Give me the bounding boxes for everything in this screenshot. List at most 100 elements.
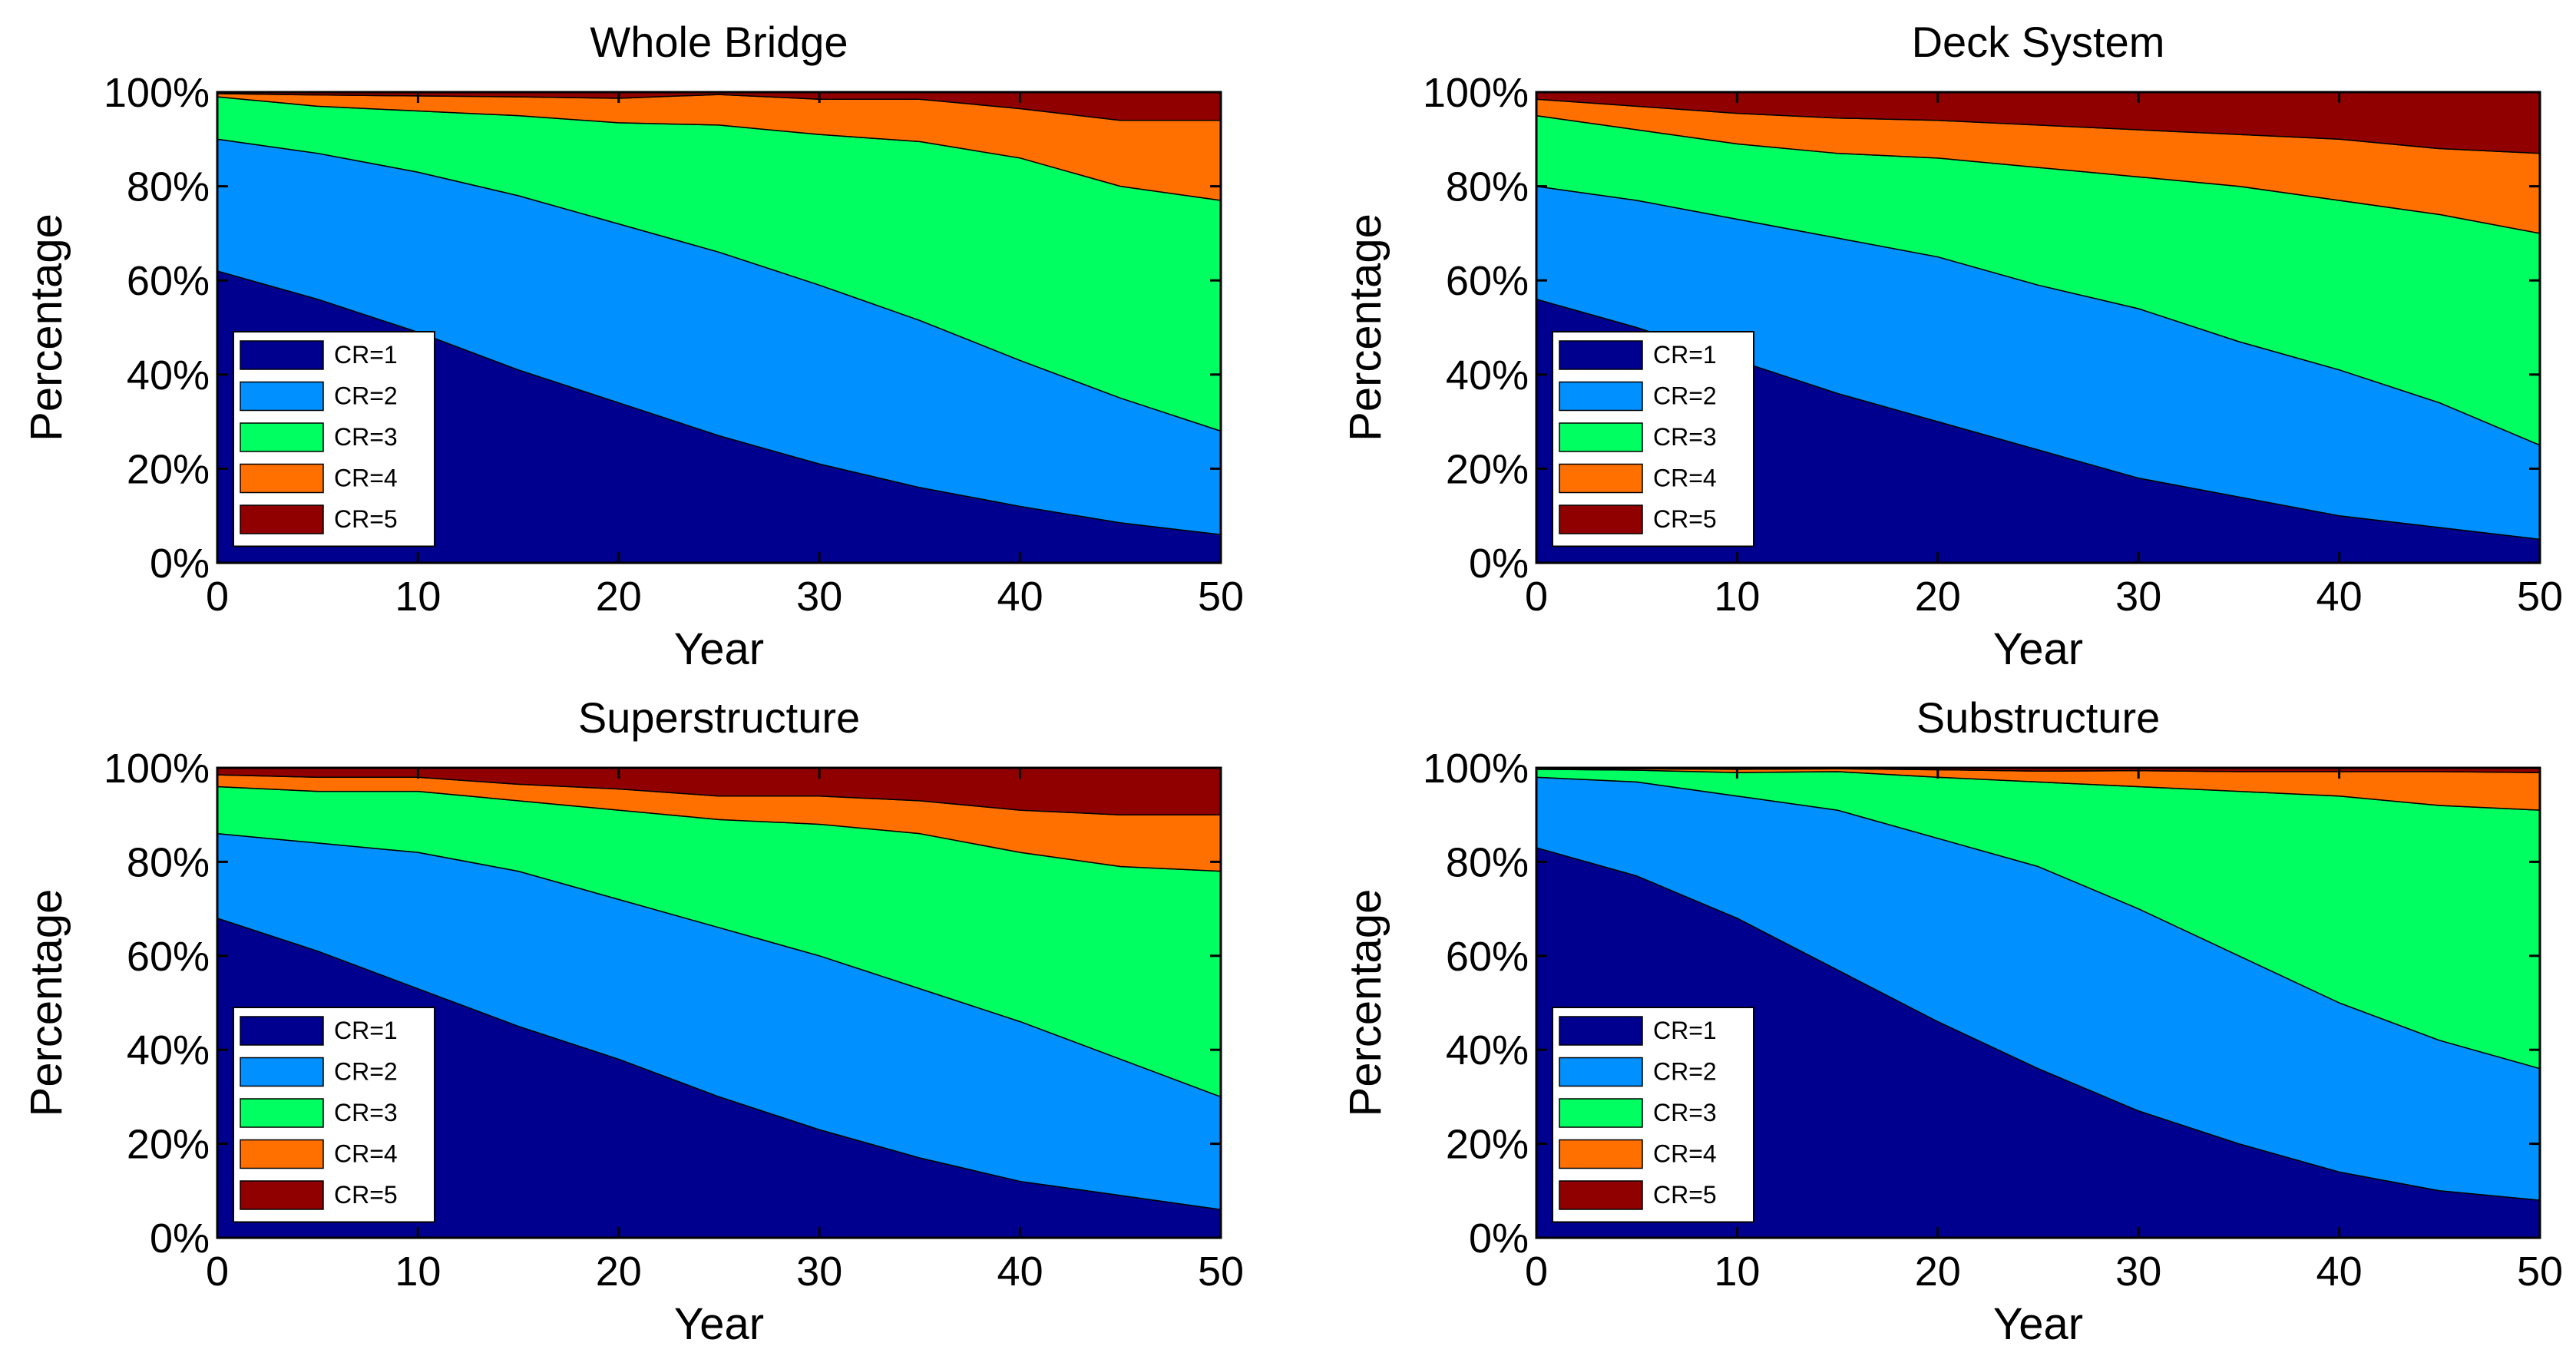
x-tick-label: 20 <box>1915 574 1961 620</box>
y-tick-label: 60% <box>1446 934 1529 980</box>
y-tick-label: 80% <box>127 839 210 885</box>
legend-swatch-cr1 <box>240 340 324 370</box>
x-tick-label: 0 <box>206 1249 229 1295</box>
x-axis-label: Year <box>674 624 764 674</box>
legend-label: CR=5 <box>334 1181 398 1209</box>
x-tick-label: 40 <box>997 1249 1043 1295</box>
y-axis-label: Percentage <box>21 213 71 442</box>
y-tick-label: 0% <box>150 541 210 587</box>
chart-panel: 0 10 20 30 40 50 0% 20% 40% 60% 80% 100% Deck System… <box>1341 18 2563 674</box>
legend-label: CR=4 <box>334 465 398 492</box>
x-tick-label: 30 <box>796 574 842 620</box>
legend-swatch-cr4 <box>1559 1139 1643 1169</box>
legend-label: CR=5 <box>1653 1181 1717 1209</box>
legend-swatch-cr2 <box>1559 381 1643 412</box>
legend-swatch-cr2 <box>240 381 324 412</box>
y-tick-label: 60% <box>127 258 210 304</box>
chart-title: Whole Bridge <box>590 18 848 66</box>
x-tick-label: 10 <box>1714 574 1760 620</box>
plot-frame <box>1535 91 2541 564</box>
x-tick-label: 40 <box>2316 1249 2363 1295</box>
x-tick-label: 0 <box>1525 574 1548 620</box>
x-tick-label: 0 <box>206 574 229 620</box>
x-tick-label: 10 <box>395 1249 441 1295</box>
x-tick-label: 40 <box>2316 574 2363 620</box>
y-tick-label: 20% <box>127 1122 210 1168</box>
legend-swatch-cr4 <box>240 1139 324 1169</box>
y-tick-label: 100% <box>1423 70 1529 116</box>
legend-swatch-cr3 <box>240 1098 324 1128</box>
legend-swatch-cr3 <box>1559 422 1643 452</box>
y-tick-label: 100% <box>104 746 210 792</box>
legend: CR=1 CR=2 CR=3 CR=4 CR=5 <box>1552 1007 1754 1223</box>
y-tick-label: 20% <box>127 446 210 492</box>
chart-title: Substructure <box>1916 693 2161 742</box>
x-tick-label: 10 <box>1714 1249 1760 1295</box>
y-tick-label: 0% <box>150 1216 210 1262</box>
x-tick-label: 50 <box>1198 574 1244 620</box>
x-tick-label: 50 <box>2517 1249 2563 1295</box>
legend-label: CR=4 <box>1653 465 1717 492</box>
x-tick-label: 30 <box>796 1249 842 1295</box>
x-axis-label: Year <box>1993 1299 2083 1349</box>
legend-label: CR=1 <box>334 341 398 369</box>
legend-swatch-cr1 <box>240 1016 324 1046</box>
legend-label: CR=5 <box>334 505 398 533</box>
x-tick-label: 20 <box>1915 1249 1961 1295</box>
x-tick-label: 10 <box>395 574 441 620</box>
legend-swatch-cr5 <box>1559 504 1643 534</box>
legend-swatch-cr2 <box>240 1057 324 1087</box>
legend-label: CR=3 <box>1653 423 1717 451</box>
legend-label: CR=1 <box>1653 341 1717 369</box>
chart-title: Deck System <box>1912 18 2165 66</box>
y-tick-label: 40% <box>127 1027 210 1073</box>
legend: CR=1 CR=2 CR=3 CR=4 CR=5 <box>233 1007 435 1223</box>
legend-label: CR=5 <box>1653 505 1717 533</box>
x-tick-label: 40 <box>997 574 1043 620</box>
legend-label: CR=2 <box>334 1058 398 1086</box>
legend-swatch-cr1 <box>1559 1016 1643 1046</box>
y-tick-label: 20% <box>1446 1122 1529 1168</box>
plot-frame <box>216 91 1222 564</box>
legend-label: CR=1 <box>1653 1017 1717 1044</box>
legend-swatch-cr4 <box>1559 463 1643 494</box>
y-tick-label: 20% <box>1446 446 1529 492</box>
legend-label: CR=4 <box>1653 1140 1717 1168</box>
y-tick-label: 0% <box>1469 541 1529 587</box>
chart-panel: 0 10 20 30 40 50 0% 20% 40% 60% 80% 100% Superstruct… <box>21 693 1244 1349</box>
legend-label: CR=1 <box>334 1017 398 1044</box>
legend-swatch-cr5 <box>240 1180 324 1210</box>
legend-swatch-cr5 <box>1559 1180 1643 1210</box>
x-tick-label: 20 <box>596 1249 642 1295</box>
y-tick-label: 100% <box>104 70 210 116</box>
y-tick-label: 80% <box>127 164 210 210</box>
legend: CR=1 CR=2 CR=3 CR=4 CR=5 <box>1552 331 1754 547</box>
legend-swatch-cr3 <box>240 422 324 452</box>
legend-swatch-cr4 <box>240 463 324 494</box>
y-tick-label: 80% <box>1446 164 1529 210</box>
legend-label: CR=4 <box>334 1140 398 1168</box>
x-tick-label: 30 <box>2115 574 2161 620</box>
legend-label: CR=2 <box>1653 382 1717 410</box>
y-axis-label: Percentage <box>21 889 71 1117</box>
y-tick-label: 100% <box>1423 746 1529 792</box>
y-tick-label: 60% <box>127 934 210 980</box>
x-tick-label: 20 <box>596 574 642 620</box>
x-axis-label: Year <box>674 1299 764 1349</box>
legend-swatch-cr5 <box>240 504 324 534</box>
y-tick-label: 40% <box>127 352 210 399</box>
x-tick-label: 50 <box>2517 574 2563 620</box>
plot-frame <box>216 766 1222 1239</box>
y-tick-label: 0% <box>1469 1216 1529 1262</box>
y-tick-label: 60% <box>1446 258 1529 304</box>
x-tick-label: 30 <box>2115 1249 2161 1295</box>
chart-title: Superstructure <box>578 693 860 742</box>
legend-label: CR=3 <box>334 423 398 451</box>
x-axis-label: Year <box>1993 624 2083 674</box>
x-tick-label: 50 <box>1198 1249 1244 1295</box>
y-axis-label: Percentage <box>1341 889 1391 1117</box>
y-tick-label: 80% <box>1446 839 1529 885</box>
y-tick-label: 40% <box>1446 1027 1529 1073</box>
legend-label: CR=3 <box>334 1099 398 1126</box>
